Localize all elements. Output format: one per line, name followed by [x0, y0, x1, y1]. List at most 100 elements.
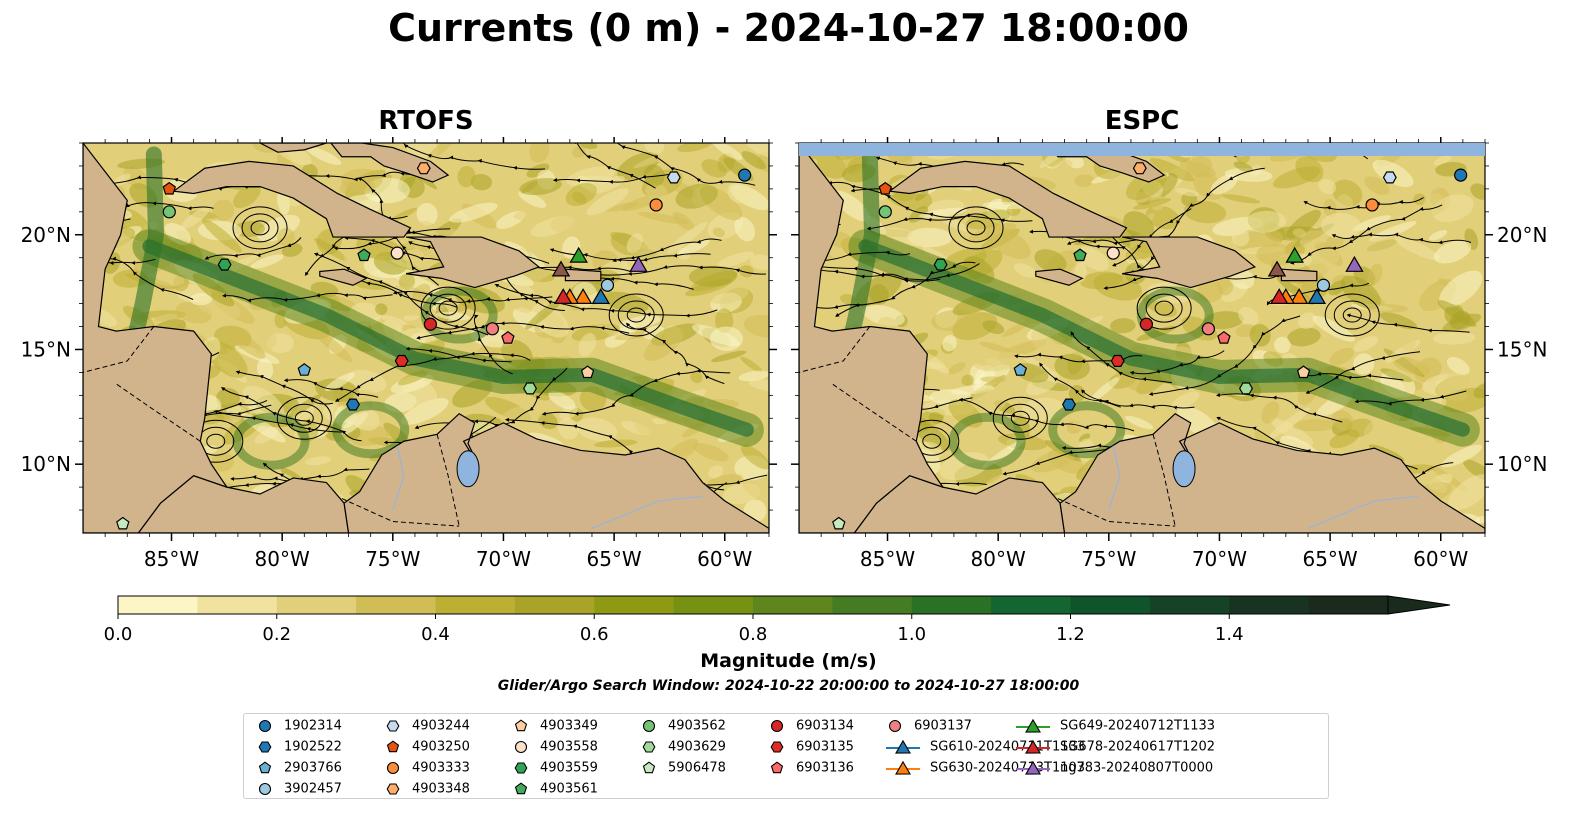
obs-marker — [423, 317, 438, 331]
pentagon-marker-icon — [258, 761, 272, 774]
colorbar-extend-arrow — [1387, 595, 1451, 615]
colorbar-label: Magnitude (m/s) — [700, 650, 877, 672]
obs-marker — [1365, 198, 1379, 212]
lon-tick-label: 80°W — [971, 547, 1026, 571]
circle-marker-icon — [770, 719, 784, 733]
colorbar-segment — [1070, 596, 1151, 614]
lon-tick-label: 60°W — [1413, 547, 1468, 571]
legend-entry-label: 4903561 — [540, 781, 598, 797]
legend-entry-label: SG610-20240711T1133 — [930, 739, 1086, 755]
colorbar-segment — [435, 596, 516, 614]
colorbar-segment — [991, 596, 1072, 614]
triangle-marker-icon — [886, 739, 920, 754]
legend-entry-label: 5906478 — [668, 760, 726, 776]
obs-marker — [346, 398, 360, 411]
legend-entry-label: SG630-20240713T1103 — [930, 760, 1086, 776]
legend-entry-label: 6903134 — [796, 718, 854, 734]
obs-marker — [1201, 322, 1215, 336]
colorbar-segment — [832, 596, 913, 614]
legend-entry-label: 6903136 — [796, 760, 854, 776]
espc-top-water-strip — [799, 143, 1485, 156]
legend-entry: SG649-20240712T1133 — [1016, 718, 1215, 734]
legend-entry: 4903562 — [640, 718, 726, 734]
map-panel-rtofs — [82, 142, 770, 534]
obs-marker — [573, 288, 593, 304]
colorbar-tick-label: 1.2 — [1056, 624, 1085, 645]
obs-marker — [1110, 354, 1125, 367]
obs-marker — [1289, 288, 1309, 304]
observation-markers — [832, 162, 1468, 530]
panel-title-espc: ESPC — [1104, 106, 1180, 136]
legend-entry-label: 4903250 — [412, 739, 470, 755]
obs-marker — [878, 205, 892, 219]
legend-entry-label: 4903244 — [412, 718, 470, 734]
lon-tick-label: 85°W — [860, 547, 915, 571]
hexagon-marker-icon — [642, 741, 656, 753]
legend-entry-label: 4903558 — [540, 739, 598, 755]
lon-tick-label: 65°W — [586, 547, 641, 571]
obs-marker — [1217, 330, 1231, 344]
legend-entry: 6903136 — [768, 760, 854, 776]
obs-marker — [738, 168, 752, 182]
colorbar-segment — [1308, 596, 1389, 614]
legend-entry-label: 4903629 — [668, 739, 726, 755]
triangle-marker-icon — [1016, 718, 1050, 733]
obs-marker — [1269, 288, 1289, 304]
colorbar-segment — [197, 596, 278, 614]
map-panel-espc — [798, 142, 1486, 534]
obs-marker — [933, 258, 948, 271]
hexagon-marker-icon — [770, 741, 784, 753]
legend-entry: 4903348 — [384, 781, 470, 797]
legend-entry: 6903134 — [768, 718, 854, 734]
obs-marker — [1382, 171, 1397, 184]
legend-entry: 4903629 — [640, 739, 726, 755]
obs-marker — [1073, 248, 1087, 262]
obs-marker — [878, 181, 893, 195]
legend-entry-label: 3902457 — [284, 781, 342, 797]
obs-marker — [1013, 363, 1028, 376]
obs-marker — [116, 516, 130, 530]
panel-title-rtofs: RTOFS — [378, 106, 474, 136]
legend-entry: 5906478 — [640, 760, 726, 776]
obs-marker — [523, 382, 537, 395]
legend-entry-label: ng783-20240807T0000 — [1060, 760, 1214, 776]
obs-marker — [629, 255, 648, 272]
colorbar-tick-label: 1.0 — [897, 624, 926, 645]
lon-tick-label: 70°W — [476, 547, 531, 571]
colorbar-tick-label: 1.4 — [1215, 624, 1244, 645]
legend-entry: SG610-20240711T1133 — [886, 739, 1085, 755]
legend-entry: SG630-20240713T1103 — [886, 760, 1085, 776]
colorbar-tick-label: 0.2 — [262, 624, 291, 645]
obs-marker — [1106, 246, 1120, 260]
obs-marker — [162, 181, 177, 195]
legend-entry-label: 6903137 — [914, 718, 972, 734]
obs-marker — [553, 288, 573, 304]
lon-tick-label: 75°W — [365, 547, 420, 571]
lat-tick-label: 15°N — [21, 337, 71, 361]
colorbar-segment — [673, 596, 754, 614]
legend-entry-label: 1902522 — [284, 739, 342, 755]
pentagon-marker-icon — [386, 740, 400, 753]
obs-marker — [390, 246, 404, 260]
obs-marker — [485, 322, 499, 336]
legend-entry-label: 4903559 — [540, 760, 598, 776]
circle-marker-icon — [514, 740, 528, 754]
legend-entry: 2903766 — [256, 760, 342, 776]
obs-marker — [1296, 365, 1311, 379]
legend-entry: 4903561 — [512, 781, 598, 797]
legend-entry-label: 1902314 — [284, 718, 342, 734]
obs-marker — [416, 162, 431, 175]
lon-tick-label: 85°W — [144, 547, 199, 571]
hexagon-marker-icon — [386, 783, 400, 795]
triangle-marker-icon — [1016, 760, 1050, 775]
legend-entry: 4903558 — [512, 739, 598, 755]
legend-entry: 4903349 — [512, 718, 598, 734]
legend-entry: ng783-20240807T0000 — [1016, 760, 1213, 776]
hexagon-marker-icon — [514, 762, 528, 774]
colorbar-segment — [514, 596, 595, 614]
obs-marker — [551, 260, 571, 277]
legend-entry: 4903244 — [384, 718, 470, 734]
obs-marker — [501, 330, 515, 344]
lon-tick-label: 70°W — [1192, 547, 1247, 571]
legend-entry-label: 4903333 — [412, 760, 470, 776]
